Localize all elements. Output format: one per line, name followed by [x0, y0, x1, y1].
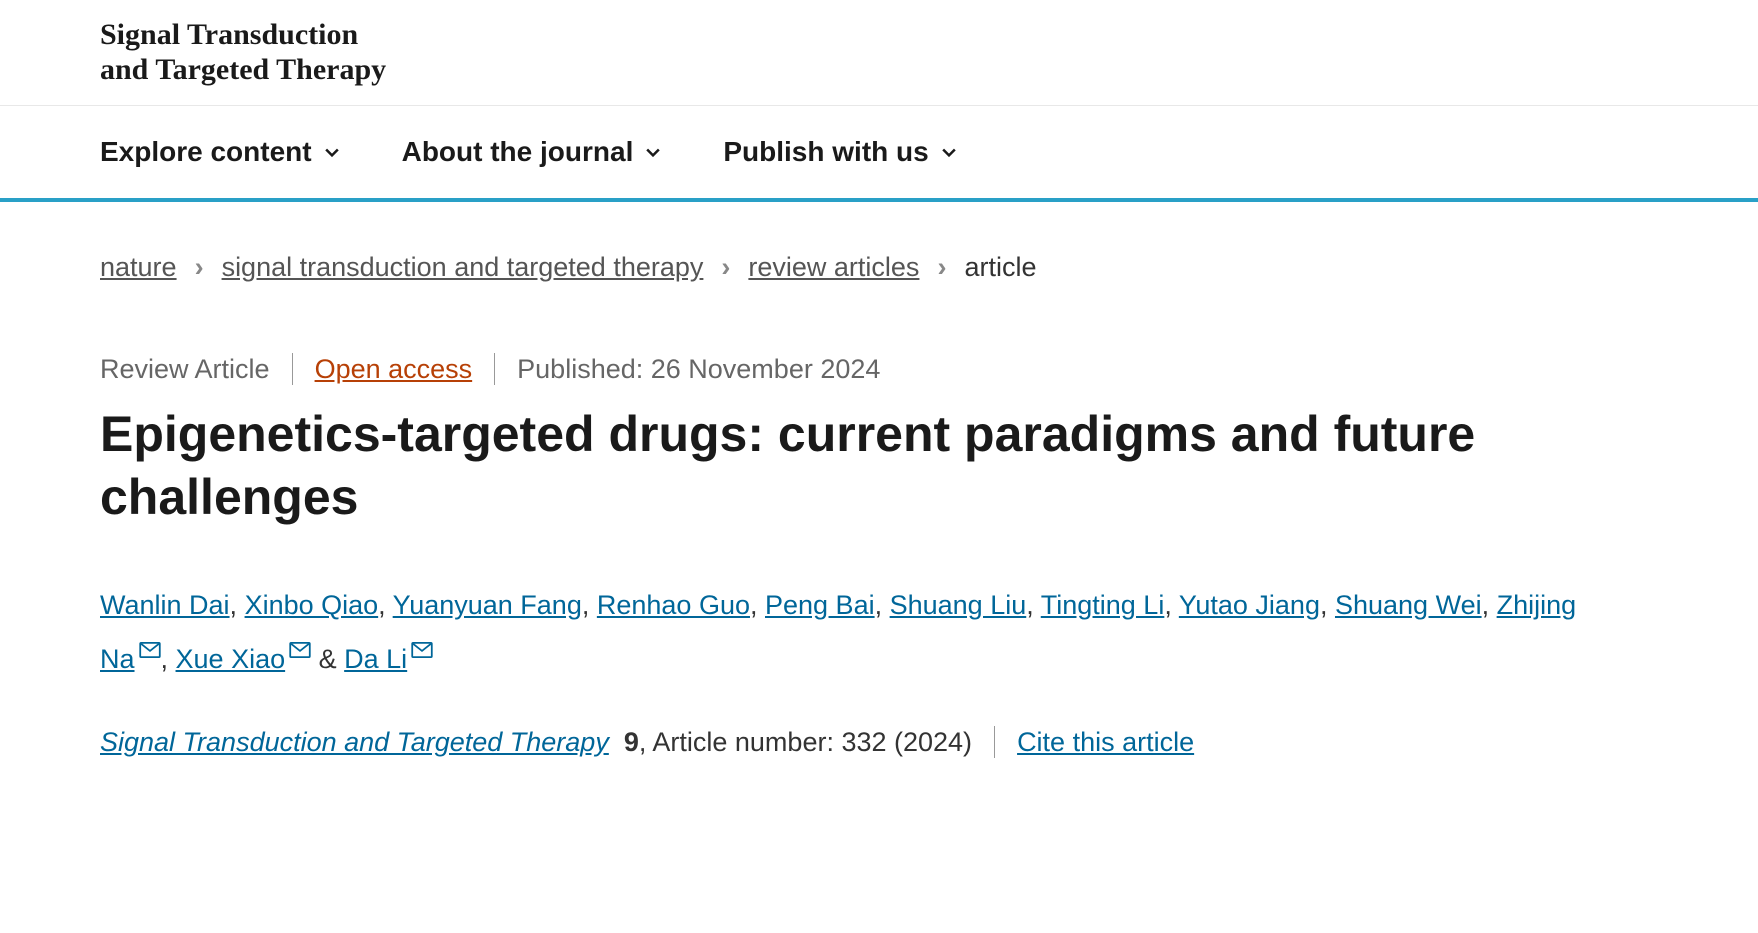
- cite-article-link[interactable]: Cite this article: [1017, 727, 1194, 758]
- breadcrumb-journal[interactable]: signal transduction and targeted therapy: [222, 252, 704, 283]
- nav-label: Publish with us: [723, 136, 928, 168]
- meta-divider: [494, 353, 495, 385]
- author-link[interactable]: Peng Bai: [765, 590, 875, 620]
- journal-logo[interactable]: Signal Transduction and Targeted Therapy: [100, 18, 1758, 87]
- author-link[interactable]: Wanlin Dai: [100, 590, 230, 620]
- nav-about-journal[interactable]: About the journal: [402, 136, 664, 168]
- breadcrumb-review-articles[interactable]: review articles: [748, 252, 919, 283]
- citation-line: Signal Transduction and Targeted Therapy…: [100, 726, 1658, 758]
- journal-logo-header: Signal Transduction and Targeted Therapy: [0, 0, 1758, 106]
- author-link[interactable]: Xue Xiao: [176, 644, 286, 674]
- author-link[interactable]: Renhao Guo: [597, 590, 750, 620]
- meta-divider: [292, 353, 293, 385]
- article-meta: Review Article Open access Published: 26…: [100, 353, 1658, 385]
- article-title: Epigenetics-targeted drugs: current para…: [100, 403, 1550, 528]
- author-list: Wanlin Dai, Xinbo Qiao, Yuanyuan Fang, R…: [100, 578, 1600, 686]
- breadcrumb: nature › signal transduction and targete…: [100, 252, 1658, 283]
- author-link[interactable]: Shuang Liu: [890, 590, 1027, 620]
- mail-icon: [289, 642, 311, 658]
- citation-divider: [994, 726, 995, 758]
- published-date: Published: 26 November 2024: [517, 354, 880, 385]
- primary-nav: Explore content About the journal Publis…: [0, 106, 1758, 202]
- logo-line-1: Signal Transduction: [100, 18, 1758, 53]
- open-access-link[interactable]: Open access: [315, 354, 473, 385]
- nav-label: Explore content: [100, 136, 312, 168]
- chevron-down-icon: [939, 142, 959, 162]
- breadcrumb-nature[interactable]: nature: [100, 252, 177, 283]
- nav-label: About the journal: [402, 136, 634, 168]
- citation-volume: 9: [624, 727, 639, 757]
- author-link[interactable]: Yutao Jiang: [1179, 590, 1320, 620]
- mail-icon: [411, 642, 433, 658]
- citation-journal-link[interactable]: Signal Transduction and Targeted Therapy: [100, 727, 609, 757]
- breadcrumb-separator: ›: [195, 252, 204, 283]
- article-content: nature › signal transduction and targete…: [0, 202, 1758, 788]
- nav-explore-content[interactable]: Explore content: [100, 136, 342, 168]
- author-link[interactable]: Tingting Li: [1041, 590, 1165, 620]
- mail-icon: [139, 642, 161, 658]
- breadcrumb-separator: ›: [937, 252, 946, 283]
- author-link[interactable]: Xinbo Qiao: [245, 590, 379, 620]
- author-link[interactable]: Yuanyuan Fang: [393, 590, 582, 620]
- author-link[interactable]: Da Li: [344, 644, 407, 674]
- breadcrumb-separator: ›: [721, 252, 730, 283]
- author-link[interactable]: Shuang Wei: [1335, 590, 1482, 620]
- citation-text: Signal Transduction and Targeted Therapy…: [100, 727, 972, 758]
- nav-items: Explore content About the journal Publis…: [100, 136, 1758, 168]
- article-type-label: Review Article: [100, 354, 270, 385]
- breadcrumb-current: article: [964, 252, 1036, 283]
- logo-line-2: and Targeted Therapy: [100, 53, 1758, 88]
- chevron-down-icon: [643, 142, 663, 162]
- nav-publish-with-us[interactable]: Publish with us: [723, 136, 958, 168]
- citation-article-number: , Article number: 332 (2024): [639, 727, 972, 757]
- chevron-down-icon: [322, 142, 342, 162]
